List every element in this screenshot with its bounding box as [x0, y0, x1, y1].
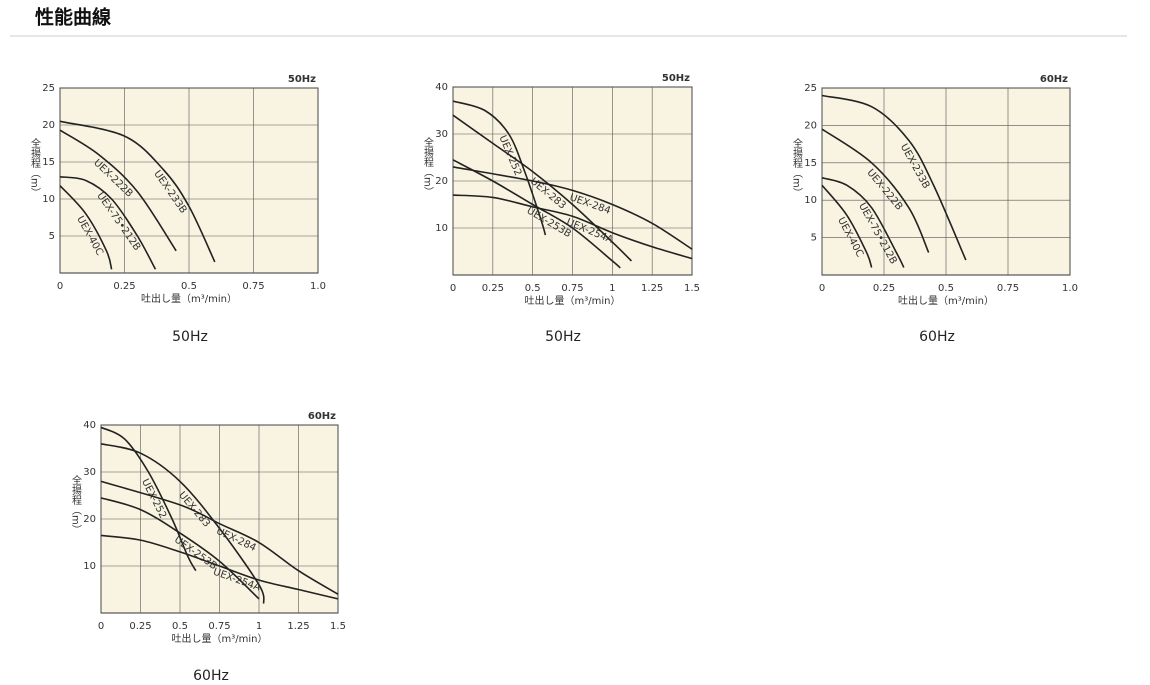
curve: [100, 497, 260, 600]
curve: [59, 120, 216, 263]
x-tick-label: 1: [609, 283, 615, 294]
x-tick-label: 1.25: [641, 283, 663, 294]
chart-subtitle: 50Hz: [288, 74, 316, 85]
y-tick-label: 25: [804, 83, 817, 94]
curve: [100, 534, 339, 600]
x-axis-label: 吐出し量（m³/min）: [141, 292, 237, 305]
x-tick-label: 0: [98, 621, 104, 632]
curve: [452, 159, 621, 269]
curve: [821, 184, 873, 268]
chart-subtitle: 60Hz: [308, 411, 336, 422]
y-tick-label: 20: [42, 120, 55, 131]
y-tick-label: 20: [83, 514, 96, 525]
x-tick-label: 0: [57, 281, 63, 292]
x-tick-label: 0.25: [482, 283, 504, 294]
page-title: 性能曲線: [35, 6, 111, 29]
caption: 50Hz: [172, 329, 208, 345]
y-tick-label: 10: [83, 561, 96, 572]
y-axis-label: 全揚程（m）: [422, 136, 434, 197]
x-tick-label: 1.25: [287, 621, 309, 632]
curve: [821, 176, 905, 268]
y-tick-label: 10: [804, 195, 817, 206]
x-tick-label: 0.75: [561, 283, 583, 294]
y-tick-label: 20: [435, 176, 448, 187]
curve: [100, 443, 265, 604]
x-tick-label: 1.0: [310, 281, 326, 292]
curve: [59, 129, 177, 252]
y-axis-label: 全揚程（m）: [70, 474, 82, 535]
y-tick-label: 10: [435, 223, 448, 234]
curve: [59, 176, 157, 270]
curve: [59, 185, 113, 270]
x-axis-label: 吐出し量（m³/min）: [172, 632, 268, 645]
y-axis-label: 全揚程（m）: [791, 137, 803, 198]
y-tick-label: 5: [49, 231, 55, 242]
curve: [100, 426, 197, 572]
x-axis-label: 吐出し量（m³/min）: [898, 294, 994, 307]
y-tick-label: 15: [42, 157, 55, 168]
x-tick-label: 1.0: [1062, 283, 1078, 294]
x-tick-label: 0.25: [129, 621, 151, 632]
y-tick-label: 30: [83, 467, 96, 478]
x-tick-label: 0: [450, 283, 456, 294]
x-tick-label: 0.75: [242, 281, 264, 292]
y-tick-label: 40: [435, 82, 448, 93]
y-tick-label: 15: [804, 158, 817, 169]
curve: [100, 480, 339, 595]
x-tick-label: 0.75: [997, 283, 1019, 294]
x-tick-label: 0.5: [525, 283, 541, 294]
caption: 50Hz: [545, 329, 581, 345]
x-tick-label: 0.5: [938, 283, 954, 294]
y-tick-label: 5: [811, 233, 817, 244]
y-tick-label: 40: [83, 420, 96, 431]
x-tick-label: 0: [819, 283, 825, 294]
x-tick-label: 1.5: [330, 621, 346, 632]
x-tick-label: 1: [256, 621, 262, 632]
x-tick-label: 0.25: [113, 281, 135, 292]
chart-subtitle: 50Hz: [662, 73, 690, 84]
y-tick-label: 25: [42, 83, 55, 94]
curve: [452, 194, 693, 260]
caption: 60Hz: [919, 329, 955, 345]
x-tick-label: 0.5: [172, 621, 188, 632]
y-tick-label: 10: [42, 194, 55, 205]
y-axis-label: 全揚程（m）: [29, 137, 41, 198]
chart-subtitle: 60Hz: [1040, 74, 1068, 85]
x-tick-label: 0.75: [208, 621, 230, 632]
caption: 60Hz: [193, 668, 229, 684]
x-tick-label: 1.5: [684, 283, 700, 294]
curve: [452, 114, 633, 262]
curve: [452, 100, 547, 236]
curve: [452, 166, 693, 250]
curve: [821, 128, 930, 253]
x-axis-label: 吐出し量（m³/min）: [525, 294, 621, 307]
y-tick-label: 30: [435, 129, 448, 140]
x-tick-label: 0.25: [873, 283, 895, 294]
y-tick-label: 20: [804, 120, 817, 131]
curve: [821, 94, 967, 261]
x-tick-label: 0.5: [181, 281, 197, 292]
